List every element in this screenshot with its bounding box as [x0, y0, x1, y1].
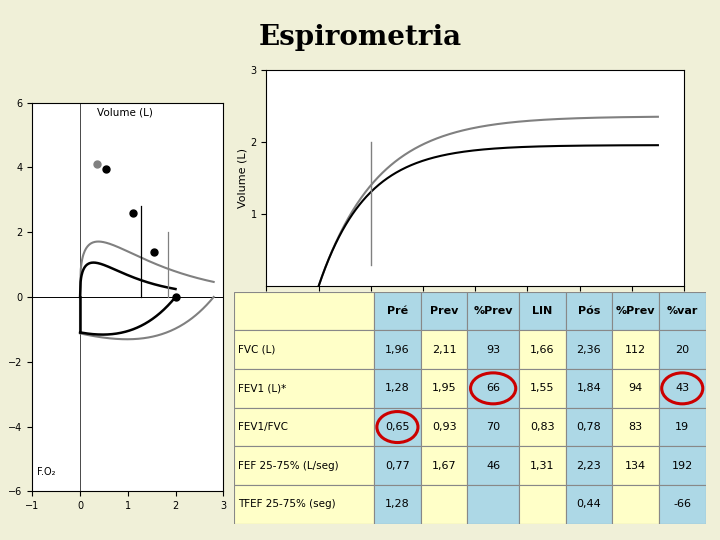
Bar — [467, 485, 519, 524]
Text: %Prev: %Prev — [616, 306, 655, 316]
Text: 0,77: 0,77 — [385, 461, 410, 471]
Text: F.O₂: F.O₂ — [37, 467, 55, 477]
Text: 0,44: 0,44 — [577, 500, 601, 509]
Text: FVC (L): FVC (L) — [238, 345, 275, 355]
Text: 46: 46 — [486, 461, 500, 471]
Text: 0,78: 0,78 — [577, 422, 601, 432]
Bar — [374, 485, 420, 524]
Text: 1,55: 1,55 — [530, 383, 554, 393]
Text: LIN: LIN — [532, 306, 552, 316]
Text: FEF 25-75% (L/seg): FEF 25-75% (L/seg) — [238, 461, 338, 471]
Text: 1,67: 1,67 — [432, 461, 456, 471]
Text: FEV1 (L)*: FEV1 (L)* — [238, 383, 286, 393]
Text: 43: 43 — [675, 383, 689, 393]
Text: 2,11: 2,11 — [432, 345, 456, 355]
Bar — [234, 292, 374, 330]
Text: Espirometria: Espirometria — [258, 24, 462, 51]
Bar — [467, 330, 519, 369]
Bar — [519, 447, 565, 485]
Bar — [612, 369, 659, 408]
Bar — [659, 330, 706, 369]
Bar — [234, 330, 374, 369]
Text: 1,28: 1,28 — [385, 383, 410, 393]
Text: 83: 83 — [629, 422, 643, 432]
Text: 1,66: 1,66 — [530, 345, 554, 355]
Bar — [612, 485, 659, 524]
Bar — [565, 292, 612, 330]
Bar — [374, 447, 420, 485]
Text: Pós: Pós — [577, 306, 600, 316]
Bar — [467, 292, 519, 330]
Text: 66: 66 — [486, 383, 500, 393]
Bar — [565, 330, 612, 369]
Bar — [659, 485, 706, 524]
Bar — [659, 408, 706, 447]
Bar — [612, 330, 659, 369]
Text: 112: 112 — [625, 345, 646, 355]
Text: 1,84: 1,84 — [577, 383, 601, 393]
Text: Prev: Prev — [430, 306, 459, 316]
Bar — [565, 447, 612, 485]
Text: 1,31: 1,31 — [530, 461, 554, 471]
Bar — [467, 447, 519, 485]
Bar — [565, 485, 612, 524]
Text: 20: 20 — [675, 345, 689, 355]
Bar — [420, 485, 467, 524]
Bar — [659, 447, 706, 485]
Bar — [420, 369, 467, 408]
Text: 94: 94 — [629, 383, 643, 393]
Text: TFEF 25-75% (seg): TFEF 25-75% (seg) — [238, 500, 336, 509]
Text: %Prev: %Prev — [473, 306, 513, 316]
Bar — [467, 369, 519, 408]
Bar — [374, 408, 420, 447]
Bar — [234, 408, 374, 447]
Bar — [467, 408, 519, 447]
Bar — [234, 485, 374, 524]
Bar — [374, 369, 420, 408]
Bar — [420, 292, 467, 330]
Text: 19: 19 — [675, 422, 689, 432]
Bar — [420, 330, 467, 369]
Text: %var: %var — [667, 306, 698, 316]
Bar — [519, 485, 565, 524]
Text: 2,36: 2,36 — [577, 345, 601, 355]
Text: 0,65: 0,65 — [385, 422, 410, 432]
Text: 1,95: 1,95 — [432, 383, 456, 393]
Bar — [234, 369, 374, 408]
Bar — [374, 330, 420, 369]
Text: 1,96: 1,96 — [385, 345, 410, 355]
Bar — [659, 292, 706, 330]
Text: 70: 70 — [486, 422, 500, 432]
Text: 192: 192 — [672, 461, 693, 471]
Text: FEV1/FVC: FEV1/FVC — [238, 422, 288, 432]
Text: 0,83: 0,83 — [530, 422, 554, 432]
Bar — [612, 447, 659, 485]
Text: 0,93: 0,93 — [432, 422, 456, 432]
Text: 93: 93 — [486, 345, 500, 355]
Text: -66: -66 — [673, 500, 691, 509]
X-axis label: Time (sec): Time (sec) — [446, 312, 504, 321]
Bar — [565, 369, 612, 408]
Bar — [519, 408, 565, 447]
Text: 1,28: 1,28 — [385, 500, 410, 509]
Text: 2,23: 2,23 — [577, 461, 601, 471]
Bar — [374, 292, 420, 330]
Bar — [565, 408, 612, 447]
Text: 134: 134 — [625, 461, 646, 471]
Bar — [519, 330, 565, 369]
Bar — [612, 292, 659, 330]
Bar — [234, 447, 374, 485]
Text: Pré: Pré — [387, 306, 408, 316]
Bar — [519, 369, 565, 408]
Bar — [420, 408, 467, 447]
Y-axis label: Volume (L): Volume (L) — [238, 148, 248, 208]
Text: Volume (L): Volume (L) — [96, 107, 153, 118]
Bar — [612, 408, 659, 447]
Bar — [420, 447, 467, 485]
Bar — [519, 292, 565, 330]
Bar — [659, 369, 706, 408]
